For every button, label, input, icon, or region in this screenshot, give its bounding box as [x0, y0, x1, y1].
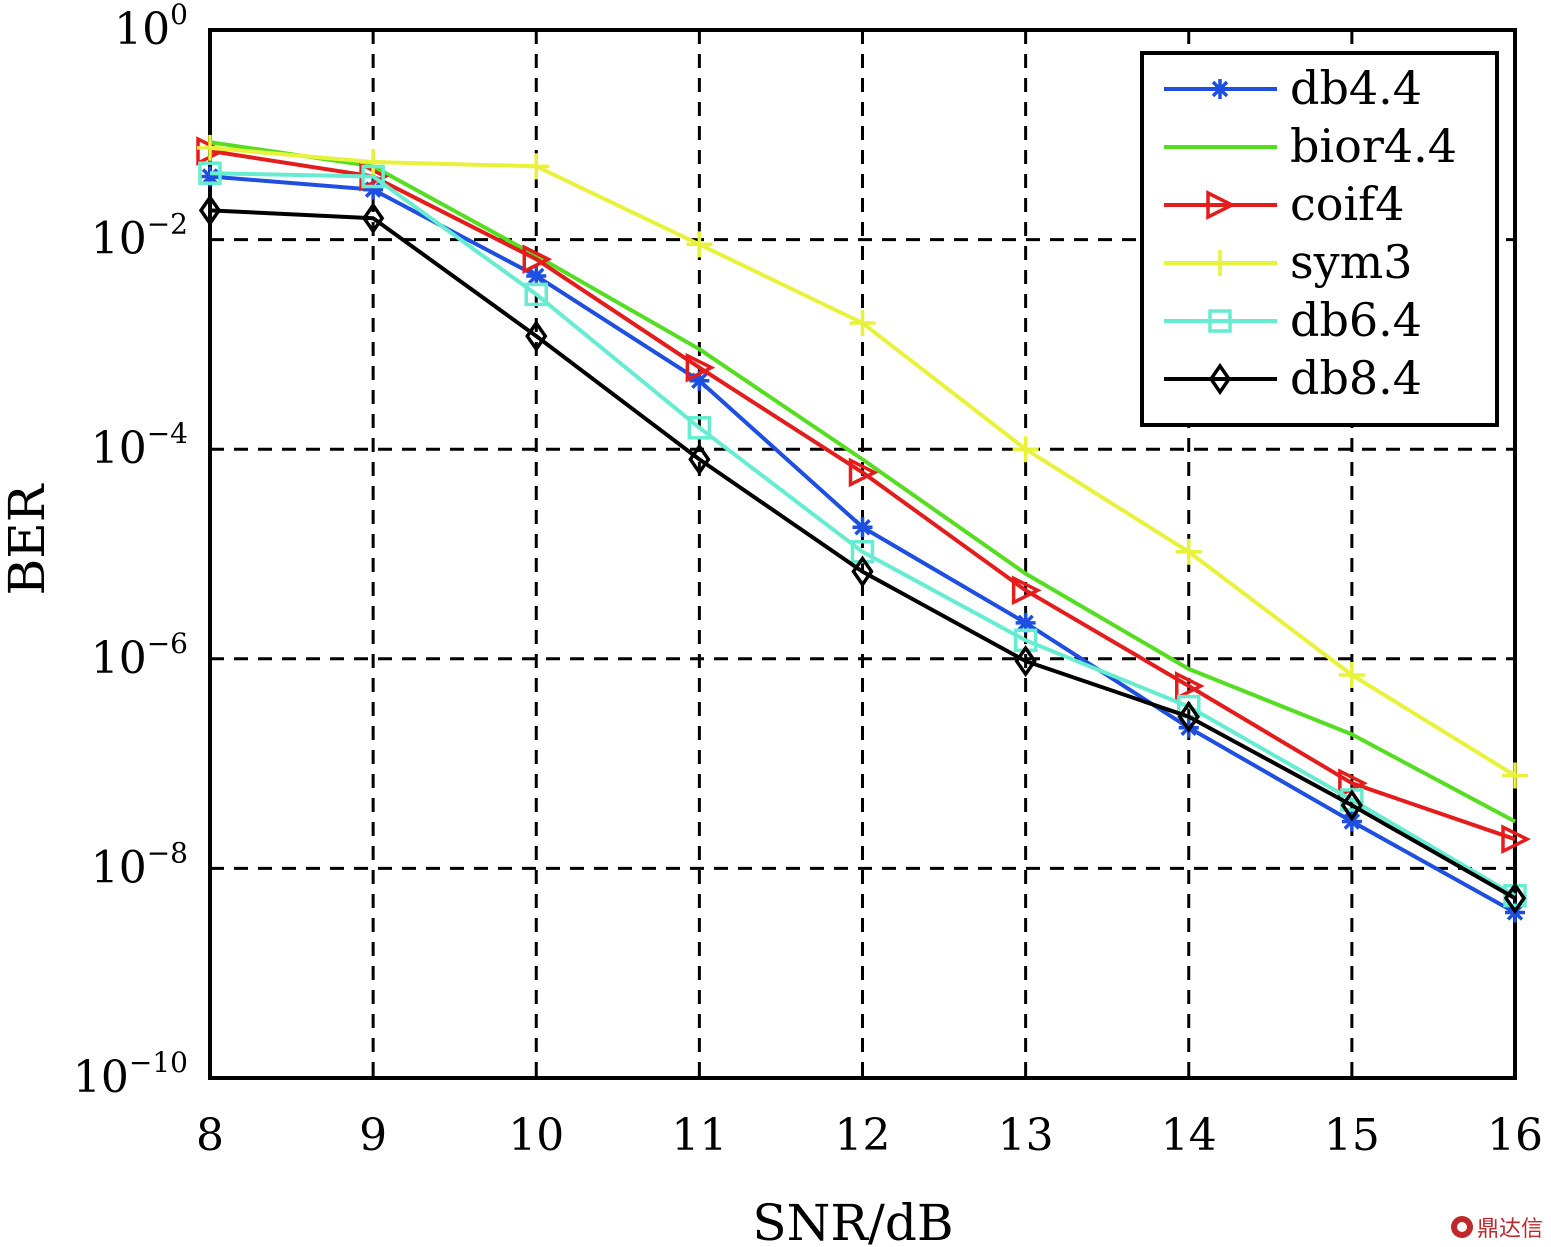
x-tick-label: 8	[196, 1110, 224, 1161]
x-tick-label: 14	[1161, 1110, 1217, 1161]
y-tick-label: 10−10	[73, 1046, 188, 1103]
data-point-marker	[200, 166, 220, 187]
x-tick-label: 15	[1324, 1110, 1380, 1161]
data-point-marker	[522, 244, 553, 275]
data-point-marker	[686, 231, 713, 258]
data-point-marker	[1340, 789, 1364, 822]
y-axis-label: BER	[0, 483, 56, 595]
series-line	[209, 140, 1516, 824]
data-point-marker	[361, 202, 385, 235]
legend-label: bior4.4	[1290, 119, 1457, 173]
data-point-marker	[1177, 700, 1200, 733]
series-sym3	[197, 134, 1528, 789]
x-tick-label: 13	[998, 1110, 1054, 1161]
data-point-marker	[687, 416, 712, 440]
legend-label: coif4	[1290, 177, 1404, 231]
data-point-marker	[1208, 309, 1232, 333]
data-point-marker	[197, 134, 223, 161]
x-tick-label: 12	[835, 1110, 891, 1161]
data-point-marker	[525, 320, 548, 353]
data-point-marker	[363, 179, 384, 200]
y-tick-label: 100	[114, 0, 188, 55]
data-point-marker	[1207, 250, 1233, 276]
data-point-marker	[361, 164, 385, 189]
data-point-marker	[524, 282, 548, 307]
legend-item: coif4	[1164, 177, 1404, 231]
data-point-marker	[523, 153, 550, 180]
legend-label: db8.4	[1290, 351, 1422, 405]
legend-label: db6.4	[1290, 293, 1422, 347]
x-tick-label: 11	[671, 1110, 727, 1161]
x-tick-label: 9	[359, 1110, 387, 1161]
series-db8.4	[198, 194, 1527, 915]
legend-item: db4.4	[1164, 61, 1422, 115]
data-point-marker	[851, 555, 874, 588]
legend-item: db8.4	[1164, 351, 1422, 405]
data-point-marker	[1210, 79, 1230, 99]
series-line	[209, 208, 1516, 900]
watermark: 鼎达信	[1450, 1211, 1543, 1243]
y-tick-label: 10−4	[91, 417, 188, 474]
brand-logo-icon	[1450, 1216, 1473, 1238]
data-point-marker	[198, 194, 222, 227]
y-tick-label: 10−8	[91, 836, 188, 893]
legend-label: db4.4	[1290, 61, 1422, 115]
data-point-marker	[1501, 824, 1531, 855]
data-point-marker	[849, 310, 876, 337]
data-point-marker	[1175, 538, 1202, 565]
series-line	[209, 171, 1517, 898]
data-point-marker	[360, 149, 387, 176]
data-point-marker	[852, 517, 873, 538]
data-point-marker	[848, 457, 879, 488]
y-tick-labels: 100 10−2 10−4 10−6 10−8 10−10	[73, 0, 188, 1103]
data-point-marker	[689, 370, 710, 391]
legend-box	[1140, 51, 1499, 427]
data-point-marker	[1011, 575, 1042, 606]
data-point-marker	[1208, 362, 1232, 396]
y-tick-label: 10−6	[91, 627, 188, 684]
data-point-marker	[1338, 662, 1365, 689]
data-point-marker	[685, 352, 716, 383]
x-axis-label: SNR/dB	[752, 1194, 953, 1247]
data-point-marker	[688, 443, 711, 476]
legend-item: sym3	[1164, 235, 1412, 289]
x-tick-label: 10	[508, 1110, 564, 1161]
data-point-marker	[1175, 671, 1205, 701]
data-point-marker	[1502, 762, 1528, 789]
series-layer	[196, 134, 1531, 923]
data-point-marker	[526, 265, 547, 286]
legend-item: bior4.4	[1164, 119, 1457, 173]
data-point-marker	[1012, 436, 1039, 463]
series-line	[209, 149, 1516, 842]
data-point-marker	[198, 161, 222, 185]
x-tick-label: 16	[1487, 1110, 1543, 1161]
series-bior4.4	[209, 140, 1516, 824]
data-point-marker	[1341, 811, 1362, 832]
legend-item: db6.4	[1164, 293, 1422, 347]
data-point-marker	[1015, 612, 1036, 633]
y-tick-label: 10−2	[91, 208, 188, 265]
data-point-marker	[1206, 190, 1236, 220]
data-point-marker	[1014, 645, 1037, 678]
x-tick-labels: 8 9 10 11 12 13 14 15 16	[196, 1110, 1543, 1161]
data-point-marker	[1503, 882, 1527, 915]
plot-area-frame	[208, 28, 1517, 1080]
data-point-marker	[850, 540, 875, 564]
watermark-text: 鼎达信	[1476, 1217, 1543, 1242]
legend-label: sym3	[1290, 235, 1412, 289]
